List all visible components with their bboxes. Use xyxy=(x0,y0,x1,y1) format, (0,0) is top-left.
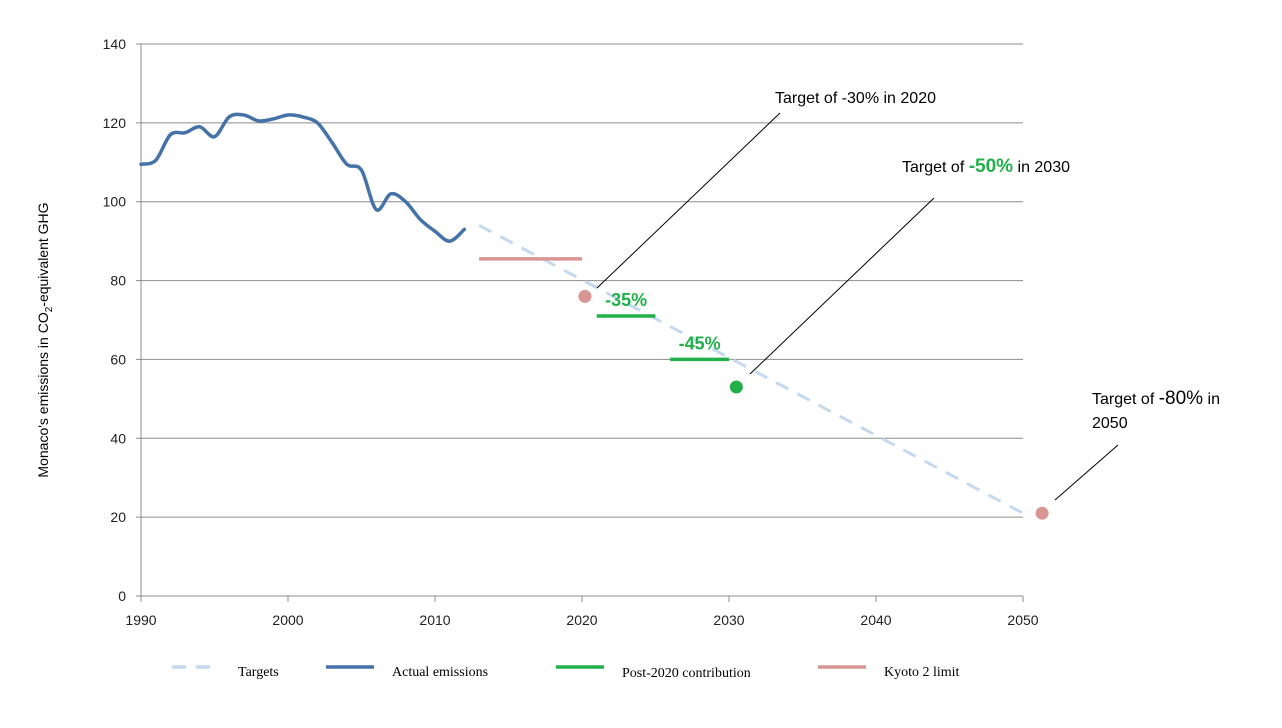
annotation-leader-line xyxy=(749,197,935,375)
target-markers xyxy=(578,289,1049,520)
y-tick-label: 80 xyxy=(110,273,126,289)
contribution-labels: -35% -45% xyxy=(605,290,721,353)
y-axis-label-pre: Monaco's emissions in CO xyxy=(35,312,51,477)
y-tick-label: 20 xyxy=(110,509,126,525)
x-tick-label: 1990 xyxy=(125,612,156,628)
y-tick-label: 40 xyxy=(110,430,126,446)
y-tick-label: 120 xyxy=(103,115,127,131)
annotation-run: Target of xyxy=(1092,391,1159,408)
x-tick-label: 2050 xyxy=(1007,612,1038,628)
x-tick-label: 2000 xyxy=(272,612,303,628)
y-tick-labels: 0 20 40 60 80 100 120 140 xyxy=(103,36,127,604)
contribution-label: -45% xyxy=(679,333,721,353)
grid-lines xyxy=(141,43,1023,518)
y-tick-label: 100 xyxy=(103,194,127,210)
annotation-run: in xyxy=(1203,391,1220,408)
x-tick-label: 2040 xyxy=(860,612,891,628)
legend: Targets Actual emissions Post-2020 contrib… xyxy=(172,665,960,681)
legend-label: Kyoto 2 limit xyxy=(884,665,960,680)
annotation-leader-line xyxy=(596,112,781,289)
targets-line xyxy=(478,224,1024,515)
annotation-text: Target of -50% in 2030 xyxy=(902,156,1070,177)
target-marker xyxy=(578,289,592,303)
annotation-text: Target of -80% in 2050 xyxy=(1092,388,1220,432)
annotation-text: Target of -30% in 2020 xyxy=(775,90,936,107)
axes xyxy=(136,43,1024,602)
target-marker xyxy=(1035,506,1049,520)
x-tick-labels: 1990 2000 2010 2020 2030 2040 2050 xyxy=(125,612,1038,628)
y-axis-label-sub: 2 xyxy=(44,306,55,312)
annotation-run: in 2030 xyxy=(1013,159,1070,176)
annotation-run: 2050 xyxy=(1092,415,1128,432)
legend-label: Post-2020 contribution xyxy=(622,666,751,681)
annotations: Target of -30% in 2020 Target of -50% in … xyxy=(775,90,1220,432)
annotation-run: -50% xyxy=(969,156,1013,177)
y-axis-label: Monaco's emissions in CO2-equivalent GHG xyxy=(35,202,55,477)
contribution-label: -35% xyxy=(605,290,647,310)
annotation-leader-line xyxy=(1054,444,1119,501)
annotation-run: Target of xyxy=(902,159,969,176)
x-tick-label: 2020 xyxy=(566,612,597,628)
y-tick-label: 140 xyxy=(103,36,127,52)
x-tick-label: 2010 xyxy=(419,612,450,628)
annotation-run: Target of -30% in 2020 xyxy=(775,90,936,107)
actual-emissions-line xyxy=(139,112,467,243)
annotation-run: -80% xyxy=(1159,388,1203,409)
x-tick-label: 2030 xyxy=(713,612,744,628)
legend-label: Actual emissions xyxy=(392,665,488,680)
y-tick-label: 60 xyxy=(110,351,126,367)
series-layer xyxy=(139,112,1024,515)
annotation-leaders xyxy=(596,112,1119,501)
legend-label: Targets xyxy=(238,665,279,680)
y-tick-label: 0 xyxy=(118,588,126,604)
target-marker xyxy=(729,380,743,394)
y-axis-label-post: -equivalent GHG xyxy=(35,202,51,306)
